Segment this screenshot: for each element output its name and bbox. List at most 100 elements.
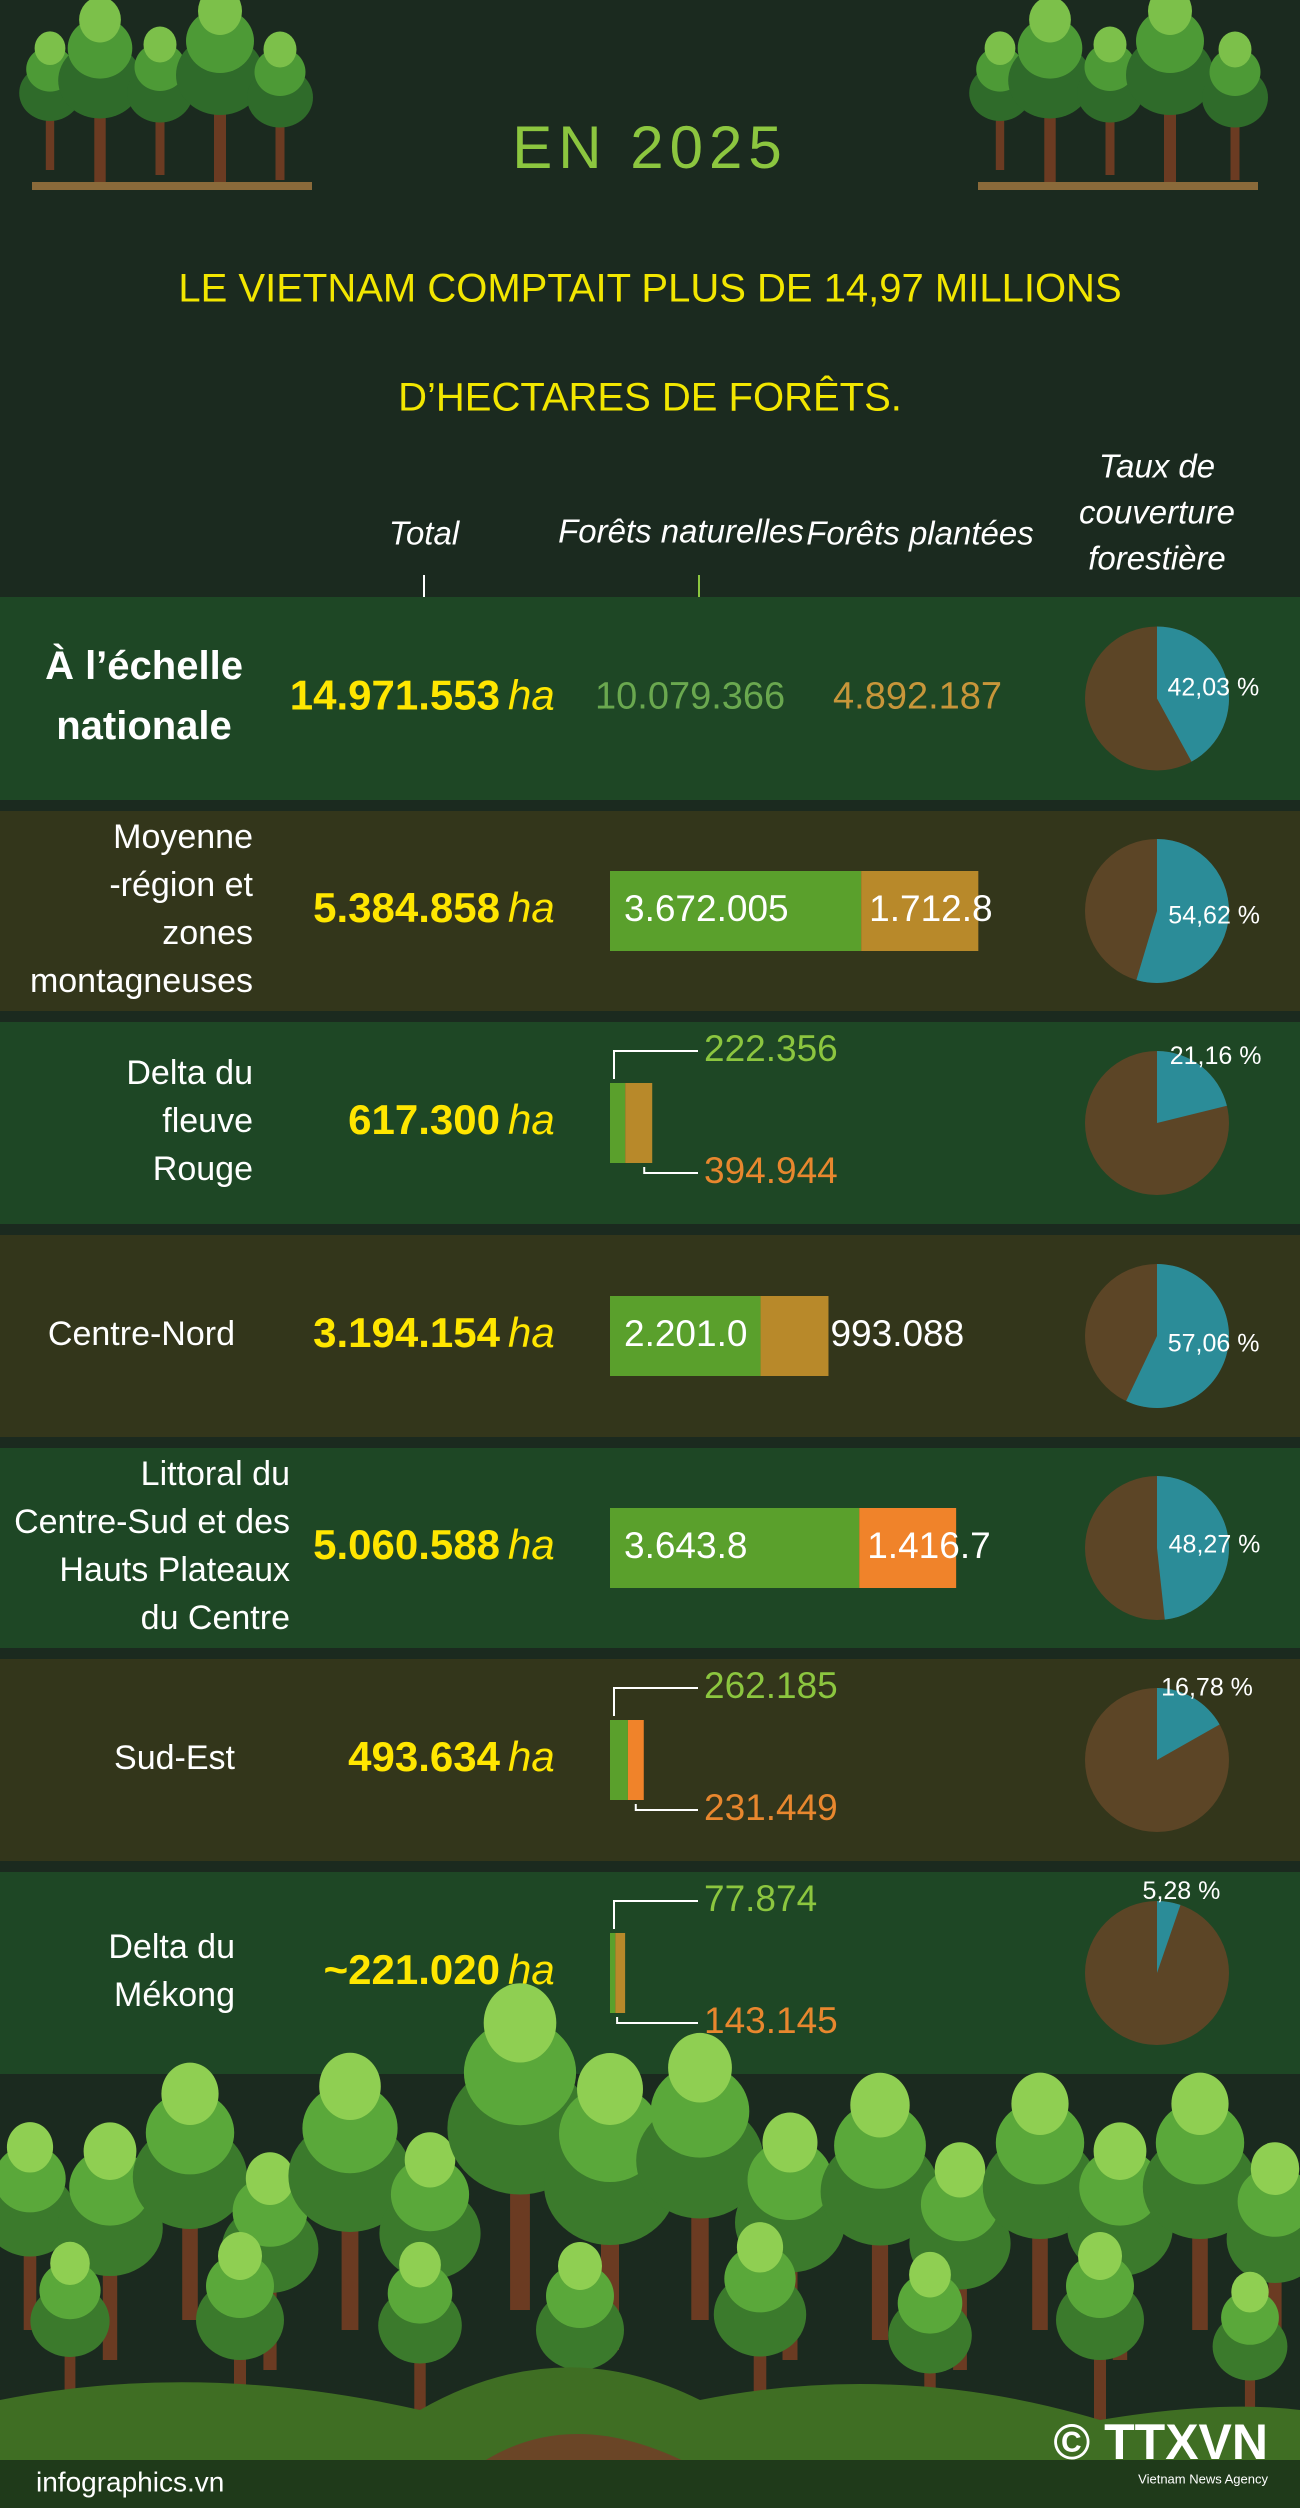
pie-label: 5,28 % <box>1143 1877 1221 1905</box>
subtitle-line: D’HECTARES DE FORÊTS. <box>398 375 902 420</box>
planted-bar <box>627 1720 644 1800</box>
pie-slice <box>1126 1264 1230 1408</box>
tree-trunk <box>414 2316 426 2430</box>
tree-crown <box>198 0 242 35</box>
tree-crown <box>934 2142 986 2198</box>
row-background <box>0 1872 1300 2074</box>
tree-crown <box>1218 31 1252 68</box>
tree-trunk <box>275 90 285 180</box>
tree-crown <box>577 2053 643 2125</box>
row-background <box>0 597 1300 800</box>
tree-crown <box>736 2222 784 2273</box>
region-name: Littoral du <box>141 1455 290 1493</box>
region-name: du Centre <box>141 1599 290 1637</box>
tree-crown <box>263 31 297 68</box>
column-header: forestière <box>1088 540 1226 577</box>
tree-crown <box>668 2032 732 2103</box>
tree-crown <box>1011 2072 1069 2135</box>
pie-slice <box>1136 839 1229 983</box>
planted-value: 4.892.187 <box>833 676 1002 718</box>
tree-crown <box>79 0 121 43</box>
column-header: Taux de <box>1099 448 1215 485</box>
tree-icon <box>378 2241 462 2430</box>
tree-trunk <box>1105 85 1115 175</box>
callout-line <box>613 1900 698 1929</box>
tree-crown <box>83 2122 137 2180</box>
tree-crown <box>1093 26 1127 63</box>
agency-subtitle: Vietnam News Agency <box>1138 2471 1268 2486</box>
tree-icon <box>888 2251 972 2440</box>
column-header: couverture <box>1079 494 1235 531</box>
pie-label: 21,16 % <box>1170 1042 1262 1070</box>
natural-bar <box>610 1083 626 1163</box>
region-name: Delta du <box>108 1928 235 1966</box>
natural-label: 3.672.005 <box>624 888 789 929</box>
tree-icon <box>288 2052 412 2330</box>
natural-value: 10.079.366 <box>595 676 785 718</box>
natural-bar <box>610 1508 860 1588</box>
natural-bar <box>610 1296 761 1376</box>
region-name: -région et <box>109 866 253 904</box>
natural-bar <box>610 871 862 951</box>
tree-trunk <box>995 86 1005 170</box>
tree-crown <box>161 2062 219 2125</box>
total-value: ~221.020 <box>324 1946 500 1993</box>
tree-crown <box>850 2072 910 2138</box>
pie-slice <box>1157 1051 1227 1123</box>
region-name: Delta du <box>126 1054 253 1092</box>
total-value: 493.634 <box>348 1733 500 1780</box>
tree-crown <box>319 2052 381 2120</box>
column-header: Forêts plantées <box>806 515 1033 552</box>
pie-slice <box>1157 1901 1181 1973</box>
source: infographics.vn <box>36 2466 224 2497</box>
tree-trunk <box>155 85 165 175</box>
tree-crown <box>1029 0 1071 43</box>
region-name: nationale <box>56 704 232 748</box>
callout-line <box>616 2017 698 2024</box>
tree-crown <box>558 2242 602 2290</box>
tree-icon <box>713 2222 807 2430</box>
region-name: zones <box>162 914 253 952</box>
region-name: fleuve <box>162 1102 253 1140</box>
region-name: Sud-Est <box>114 1739 235 1777</box>
tree-icon <box>982 2072 1098 2330</box>
tree-icon <box>176 0 264 185</box>
pie-slice <box>1157 1688 1220 1760</box>
tree-icon <box>1008 0 1092 185</box>
pie-label: 42,03 % <box>1167 673 1259 701</box>
tree-trunk <box>1230 90 1240 180</box>
region-name: Centre-Sud et des <box>14 1503 290 1541</box>
tree-crown <box>1078 2232 1122 2280</box>
tree-crown <box>1171 2072 1229 2135</box>
tree-trunk <box>94 71 106 185</box>
pie-label: 57,06 % <box>1168 1329 1260 1357</box>
tree-icon <box>1202 31 1268 180</box>
total-value: 14.971.553 <box>290 672 500 719</box>
tree-icon <box>536 2242 624 2440</box>
pie-label: 54,62 % <box>1168 901 1260 929</box>
tree-crown <box>404 2132 456 2188</box>
planted-bar <box>859 1508 957 1588</box>
region-name: Mékong <box>114 1976 235 2014</box>
tree-crown <box>909 2251 951 2298</box>
ground-strip <box>978 182 1258 190</box>
planted-label: 1.712.8 <box>869 888 992 929</box>
tree-icon <box>1212 2271 1288 2440</box>
pie-slice <box>1157 626 1230 762</box>
planted-label: 394.944 <box>704 1150 838 1191</box>
tree-trunk <box>45 86 55 170</box>
total-unit: ha <box>508 672 555 719</box>
total-unit: ha <box>508 1521 555 1568</box>
tree-trunk <box>1044 71 1056 185</box>
column-header: Forêts naturelles <box>558 513 804 550</box>
natural-label: 3.643.8 <box>624 1525 747 1566</box>
tree-crown <box>1231 2271 1269 2313</box>
tree-crown <box>218 2232 262 2280</box>
region-name: montagneuses <box>30 962 253 1000</box>
tree-icon <box>1226 2142 1300 2360</box>
tree-icon <box>820 2072 940 2340</box>
callout-line <box>643 1167 698 1174</box>
region-name: Moyenne <box>113 818 253 856</box>
tree-crown <box>34 31 66 65</box>
